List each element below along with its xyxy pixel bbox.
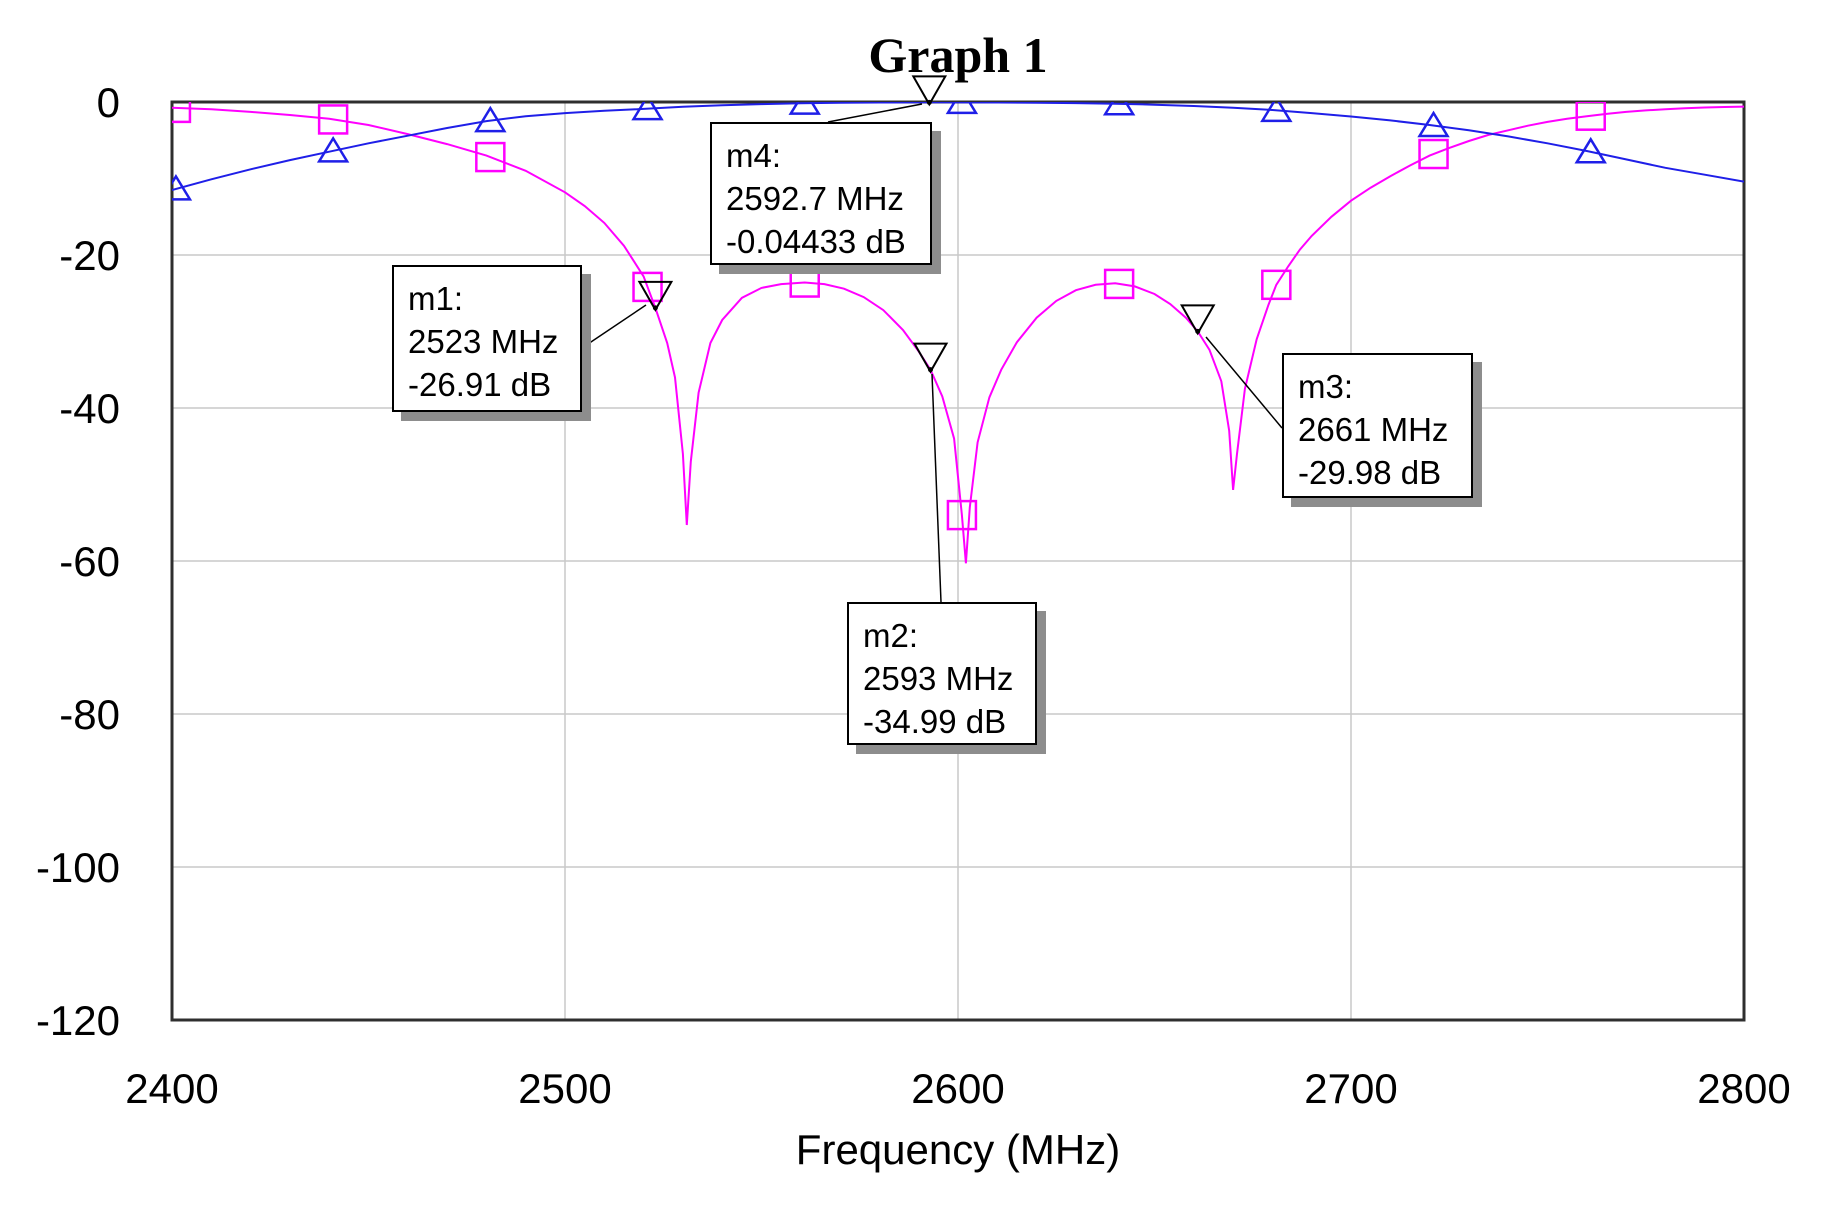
callout-anchor-m1-icon[interactable] xyxy=(637,280,674,312)
marker-callout-m1[interactable]: m1: 2523 MHz -26.91 dB xyxy=(392,265,582,412)
callout-frequency: 2593 MHz xyxy=(863,660,1014,697)
triangle-up-marker xyxy=(474,105,507,133)
square-marker xyxy=(1575,102,1606,131)
square-marker xyxy=(632,271,663,303)
x-tick-label: 2400 xyxy=(125,1065,218,1112)
magenta-square-trace-curve xyxy=(172,105,1744,564)
x-tick-label: 2600 xyxy=(911,1065,1004,1112)
triangle-up-marker xyxy=(631,102,664,121)
callout-leader-m3 xyxy=(1205,336,1283,429)
callout-value: -0.04433 dB xyxy=(726,223,906,260)
x-tick-label: 2500 xyxy=(518,1065,611,1112)
y-tick-label: -60 xyxy=(59,538,120,585)
callout-leader-m2 xyxy=(931,373,942,603)
gridlines xyxy=(172,102,1744,1020)
y-tick-label: -20 xyxy=(59,232,120,279)
x-axis-title: Frequency (MHz) xyxy=(795,1126,1121,1173)
callout-anchor-m3-icon[interactable] xyxy=(1180,304,1216,336)
callout-anchor-m4-icon[interactable] xyxy=(911,75,948,107)
callout-anchor-point-m4 xyxy=(926,99,932,105)
triangle-up-marker xyxy=(1102,102,1136,116)
triangle-up-marker xyxy=(172,173,193,201)
callout-marker-id: m4: xyxy=(726,137,782,174)
callout-value: -29.98 dB xyxy=(1298,454,1442,491)
callout-marker-id: m2: xyxy=(863,617,919,654)
callout-value: -34.99 dB xyxy=(863,703,1007,740)
triangle-up-marker xyxy=(1260,102,1293,123)
y-tick-label: 0 xyxy=(97,79,120,126)
chart-title: Graph 1 xyxy=(868,27,1048,83)
square-marker xyxy=(1261,269,1292,301)
square-marker xyxy=(172,102,192,124)
triangle-up-marker xyxy=(1417,110,1450,138)
callout-anchor-point-m2 xyxy=(927,367,933,373)
y-tick-labels: 0 -20 -40 -60 -80 -100 -120 xyxy=(36,79,120,1044)
callout-frequency: 2592.7 MHz xyxy=(726,180,904,217)
callout-anchor-m2-icon[interactable] xyxy=(912,342,949,374)
square-marker xyxy=(1103,268,1135,300)
callout-anchor-point-m1 xyxy=(652,305,658,311)
callout-frequency: 2661 MHz xyxy=(1298,411,1449,448)
x-tick-label: 2700 xyxy=(1304,1065,1397,1112)
x-tick-labels: 2400 2500 2600 2700 2800 xyxy=(125,1065,1790,1112)
square-marker xyxy=(317,104,349,135)
triangle-up-marker xyxy=(788,102,821,115)
blue-triangle-trace-curve xyxy=(172,102,1744,191)
triangle-up-marker xyxy=(945,102,979,115)
callout-marker-id: m3: xyxy=(1298,368,1354,405)
callout-marker-id: m1: xyxy=(408,280,464,317)
y-tick-label: -100 xyxy=(36,844,120,891)
square-marker xyxy=(1418,138,1449,170)
traces xyxy=(172,102,1744,564)
y-tick-label: -40 xyxy=(59,385,120,432)
square-marker xyxy=(946,499,978,531)
callout-frequency: 2523 MHz xyxy=(408,323,559,360)
triangle-up-marker xyxy=(316,135,350,163)
square-marker xyxy=(475,141,506,173)
marker-callout-m4[interactable]: m4: 2592.7 MHz -0.04433 dB xyxy=(710,122,932,265)
x-tick-label: 2800 xyxy=(1697,1065,1790,1112)
square-marker xyxy=(789,267,820,298)
callout-anchor-point-m3 xyxy=(1195,328,1201,334)
y-tick-label: -120 xyxy=(36,997,120,1044)
callout-leader-m1 xyxy=(581,304,647,349)
y-tick-label: -80 xyxy=(59,691,120,738)
callout-leader-m4 xyxy=(827,103,923,123)
triangle-up-marker xyxy=(1574,136,1607,164)
marker-callout-m2[interactable]: m2: 2593 MHz -34.99 dB xyxy=(847,602,1037,745)
marker-callout-m3[interactable]: m3: 2661 MHz -29.98 dB xyxy=(1282,353,1473,498)
callout-value: -26.91 dB xyxy=(408,366,552,403)
